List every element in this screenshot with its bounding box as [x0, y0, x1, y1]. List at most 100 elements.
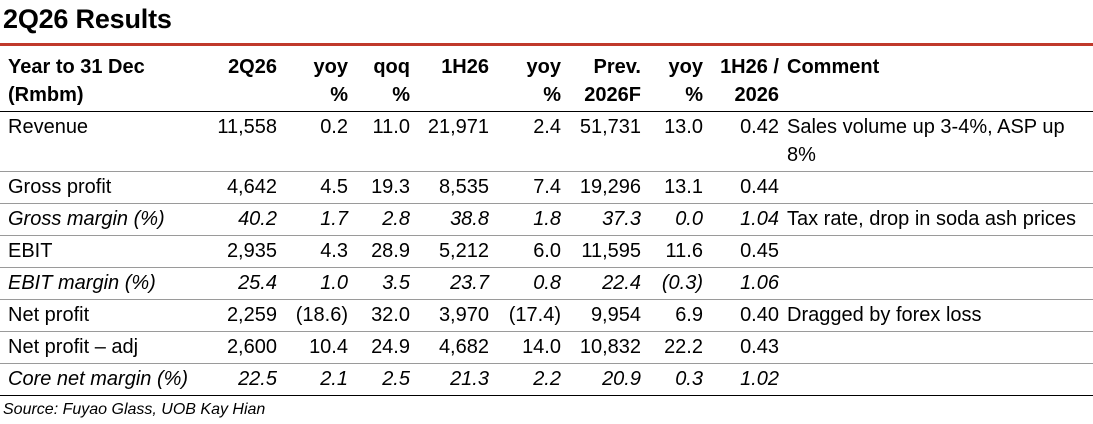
table-cell: 10.4 [277, 331, 348, 364]
table-cell: 1.02 [703, 363, 779, 396]
row-comment [779, 267, 1093, 300]
row-label: Core net margin (%) [0, 363, 203, 396]
table-cell: 0.45 [703, 235, 779, 268]
table-cell: 19,296 [561, 171, 641, 204]
table-cell: 3,970 [410, 299, 489, 332]
table-cell: 0.42 [703, 111, 779, 172]
source-note: Source: Fuyao Glass, UOB Kay Hian [3, 401, 266, 418]
results-table: Year to 31 Dec 2Q26 yoy qoq 1H26 yoy Pre… [0, 51, 1093, 396]
table-row: Net profit – adj 2,600 10.4 24.9 4,682 1… [0, 331, 1093, 364]
table-cell: 1.0 [277, 267, 348, 300]
table-cell: 13.1 [641, 171, 703, 204]
table-cell: 22.4 [561, 267, 641, 300]
table-cell: 0.40 [703, 299, 779, 332]
table-cell: 2.2 [489, 363, 561, 396]
table-cell: 2,600 [203, 331, 277, 364]
row-comment [779, 331, 1093, 364]
table-cell: (0.3) [641, 267, 703, 300]
header-cell: % [685, 84, 703, 106]
row-label: EBIT [0, 235, 203, 268]
table-row: Gross profit 4,642 4.5 19.3 8,535 7.4 19… [0, 171, 1093, 204]
row-label: Net profit [0, 299, 203, 332]
table-row: Net profit 2,259 (18.6) 32.0 3,970 (17.4… [0, 299, 1093, 332]
table-cell: 2.1 [277, 363, 348, 396]
table-cell: 9,954 [561, 299, 641, 332]
header-cell [203, 81, 277, 112]
table-row: EBIT 2,935 4.3 28.9 5,212 6.0 11,595 11.… [0, 235, 1093, 268]
row-label: Gross margin (%) [0, 203, 203, 236]
header-cell: 2Q26 [228, 56, 277, 78]
table-cell: 28.9 [348, 235, 410, 268]
table-cell: 13.0 [641, 111, 703, 172]
table-cell: 11.0 [348, 111, 410, 172]
table-cell: 10,832 [561, 331, 641, 364]
table-cell: 4.5 [277, 171, 348, 204]
table-cell: 1.06 [703, 267, 779, 300]
table-cell: 19.3 [348, 171, 410, 204]
table-cell: 23.7 [410, 267, 489, 300]
table-cell: 2.8 [348, 203, 410, 236]
table-row: Revenue 11,558 0.2 11.0 21,971 2.4 51,73… [0, 111, 1093, 172]
row-label: Net profit – adj [0, 331, 203, 364]
header-cell: Comment [787, 56, 880, 78]
header-cell: 2026 [734, 84, 780, 106]
table-row: EBIT margin (%) 25.4 1.0 3.5 23.7 0.8 22… [0, 267, 1093, 300]
header-row-1: Year to 31 Dec 2Q26 yoy qoq 1H26 yoy Pre… [0, 51, 1093, 81]
table-cell: 0.2 [277, 111, 348, 172]
row-comment: Sales volume up 3-4%, ASP up 8% [779, 111, 1093, 172]
row-comment: Dragged by forex loss [779, 299, 1093, 332]
table-cell: 37.3 [561, 203, 641, 236]
header-cell: yoy [526, 56, 561, 78]
row-comment: Tax rate, drop in soda ash prices [779, 203, 1093, 236]
table-cell: 5,212 [410, 235, 489, 268]
table-row: Core net margin (%) 22.5 2.1 2.5 21.3 2.… [0, 363, 1093, 396]
table-cell: 2,935 [203, 235, 277, 268]
table-cell: 11,558 [203, 111, 277, 172]
header-cell: 1H26 [441, 56, 489, 78]
header-cell: Year to 31 Dec [8, 56, 145, 78]
header-cell: qoq [373, 56, 410, 78]
header-cell: 1H26 / [720, 56, 779, 78]
table-cell: 25.4 [203, 267, 277, 300]
table-cell: 20.9 [561, 363, 641, 396]
table-cell: 0.0 [641, 203, 703, 236]
table-cell: 22.2 [641, 331, 703, 364]
row-label: Gross profit [0, 171, 203, 204]
header-cell: Prev. [593, 56, 641, 78]
table-cell: 0.8 [489, 267, 561, 300]
table-cell: 1.7 [277, 203, 348, 236]
title-divider [0, 43, 1093, 46]
table-cell: 32.0 [348, 299, 410, 332]
table-cell: 11.6 [641, 235, 703, 268]
table-cell: 0.3 [641, 363, 703, 396]
header-cell: % [392, 84, 410, 106]
table-cell: 21,971 [410, 111, 489, 172]
table-cell: 1.04 [703, 203, 779, 236]
header-cell: yoy [313, 56, 348, 78]
table-cell: 22.5 [203, 363, 277, 396]
row-label: EBIT margin (%) [0, 267, 203, 300]
row-comment [779, 235, 1093, 268]
table-cell: 14.0 [489, 331, 561, 364]
table-cell: 0.43 [703, 331, 779, 364]
table-cell: 38.8 [410, 203, 489, 236]
row-comment [779, 363, 1093, 396]
table-cell: 3.5 [348, 267, 410, 300]
table-cell: 1.8 [489, 203, 561, 236]
table-cell: 0.44 [703, 171, 779, 204]
header-cell: % [543, 84, 561, 106]
table-cell: 2.5 [348, 363, 410, 396]
table-row: Gross margin (%) 40.2 1.7 2.8 38.8 1.8 3… [0, 203, 1093, 236]
table-cell: 2,259 [203, 299, 277, 332]
table-cell: 4.3 [277, 235, 348, 268]
header-row-2: (Rmbm) % % % 2026F % 2026 [0, 81, 1093, 112]
table-cell: 40.2 [203, 203, 277, 236]
table-cell: 11,595 [561, 235, 641, 268]
table-cell: 51,731 [561, 111, 641, 172]
table-cell: 6.0 [489, 235, 561, 268]
header-cell: 2026F [584, 84, 641, 106]
table-cell: (18.6) [277, 299, 348, 332]
row-label: Revenue [0, 111, 203, 172]
table-cell: 24.9 [348, 331, 410, 364]
header-cell: (Rmbm) [8, 84, 84, 106]
